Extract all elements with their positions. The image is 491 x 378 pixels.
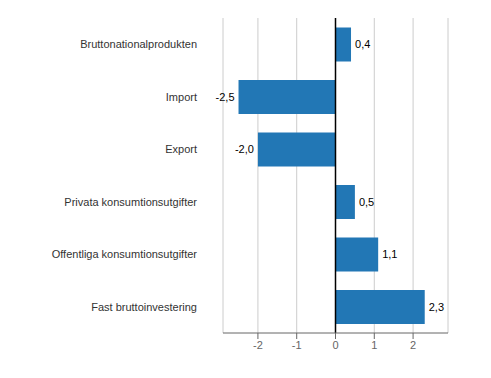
svg-text:Import: Import <box>166 91 197 103</box>
svg-text:Bruttonationalprodukten: Bruttonationalprodukten <box>80 38 197 50</box>
svg-text:0,4: 0,4 <box>355 38 370 50</box>
svg-text:1: 1 <box>371 339 377 351</box>
svg-text:2,3: 2,3 <box>429 301 444 313</box>
svg-text:1,1: 1,1 <box>382 248 397 260</box>
svg-text:Offentliga konsumtionsutgifter: Offentliga konsumtionsutgifter <box>52 248 198 260</box>
svg-text:-2,0: -2,0 <box>235 143 254 155</box>
svg-text:0: 0 <box>332 339 338 351</box>
svg-text:Fast bruttoinvestering: Fast bruttoinvestering <box>91 301 197 313</box>
svg-text:Export: Export <box>165 143 197 155</box>
svg-text:2: 2 <box>410 339 416 351</box>
svg-text:0,5: 0,5 <box>359 196 374 208</box>
svg-text:Privata konsumtionsutgifter: Privata konsumtionsutgifter <box>64 196 197 208</box>
svg-text:-1: -1 <box>292 339 302 351</box>
svg-text:-2: -2 <box>253 339 263 351</box>
svg-text:-2,5: -2,5 <box>216 91 235 103</box>
